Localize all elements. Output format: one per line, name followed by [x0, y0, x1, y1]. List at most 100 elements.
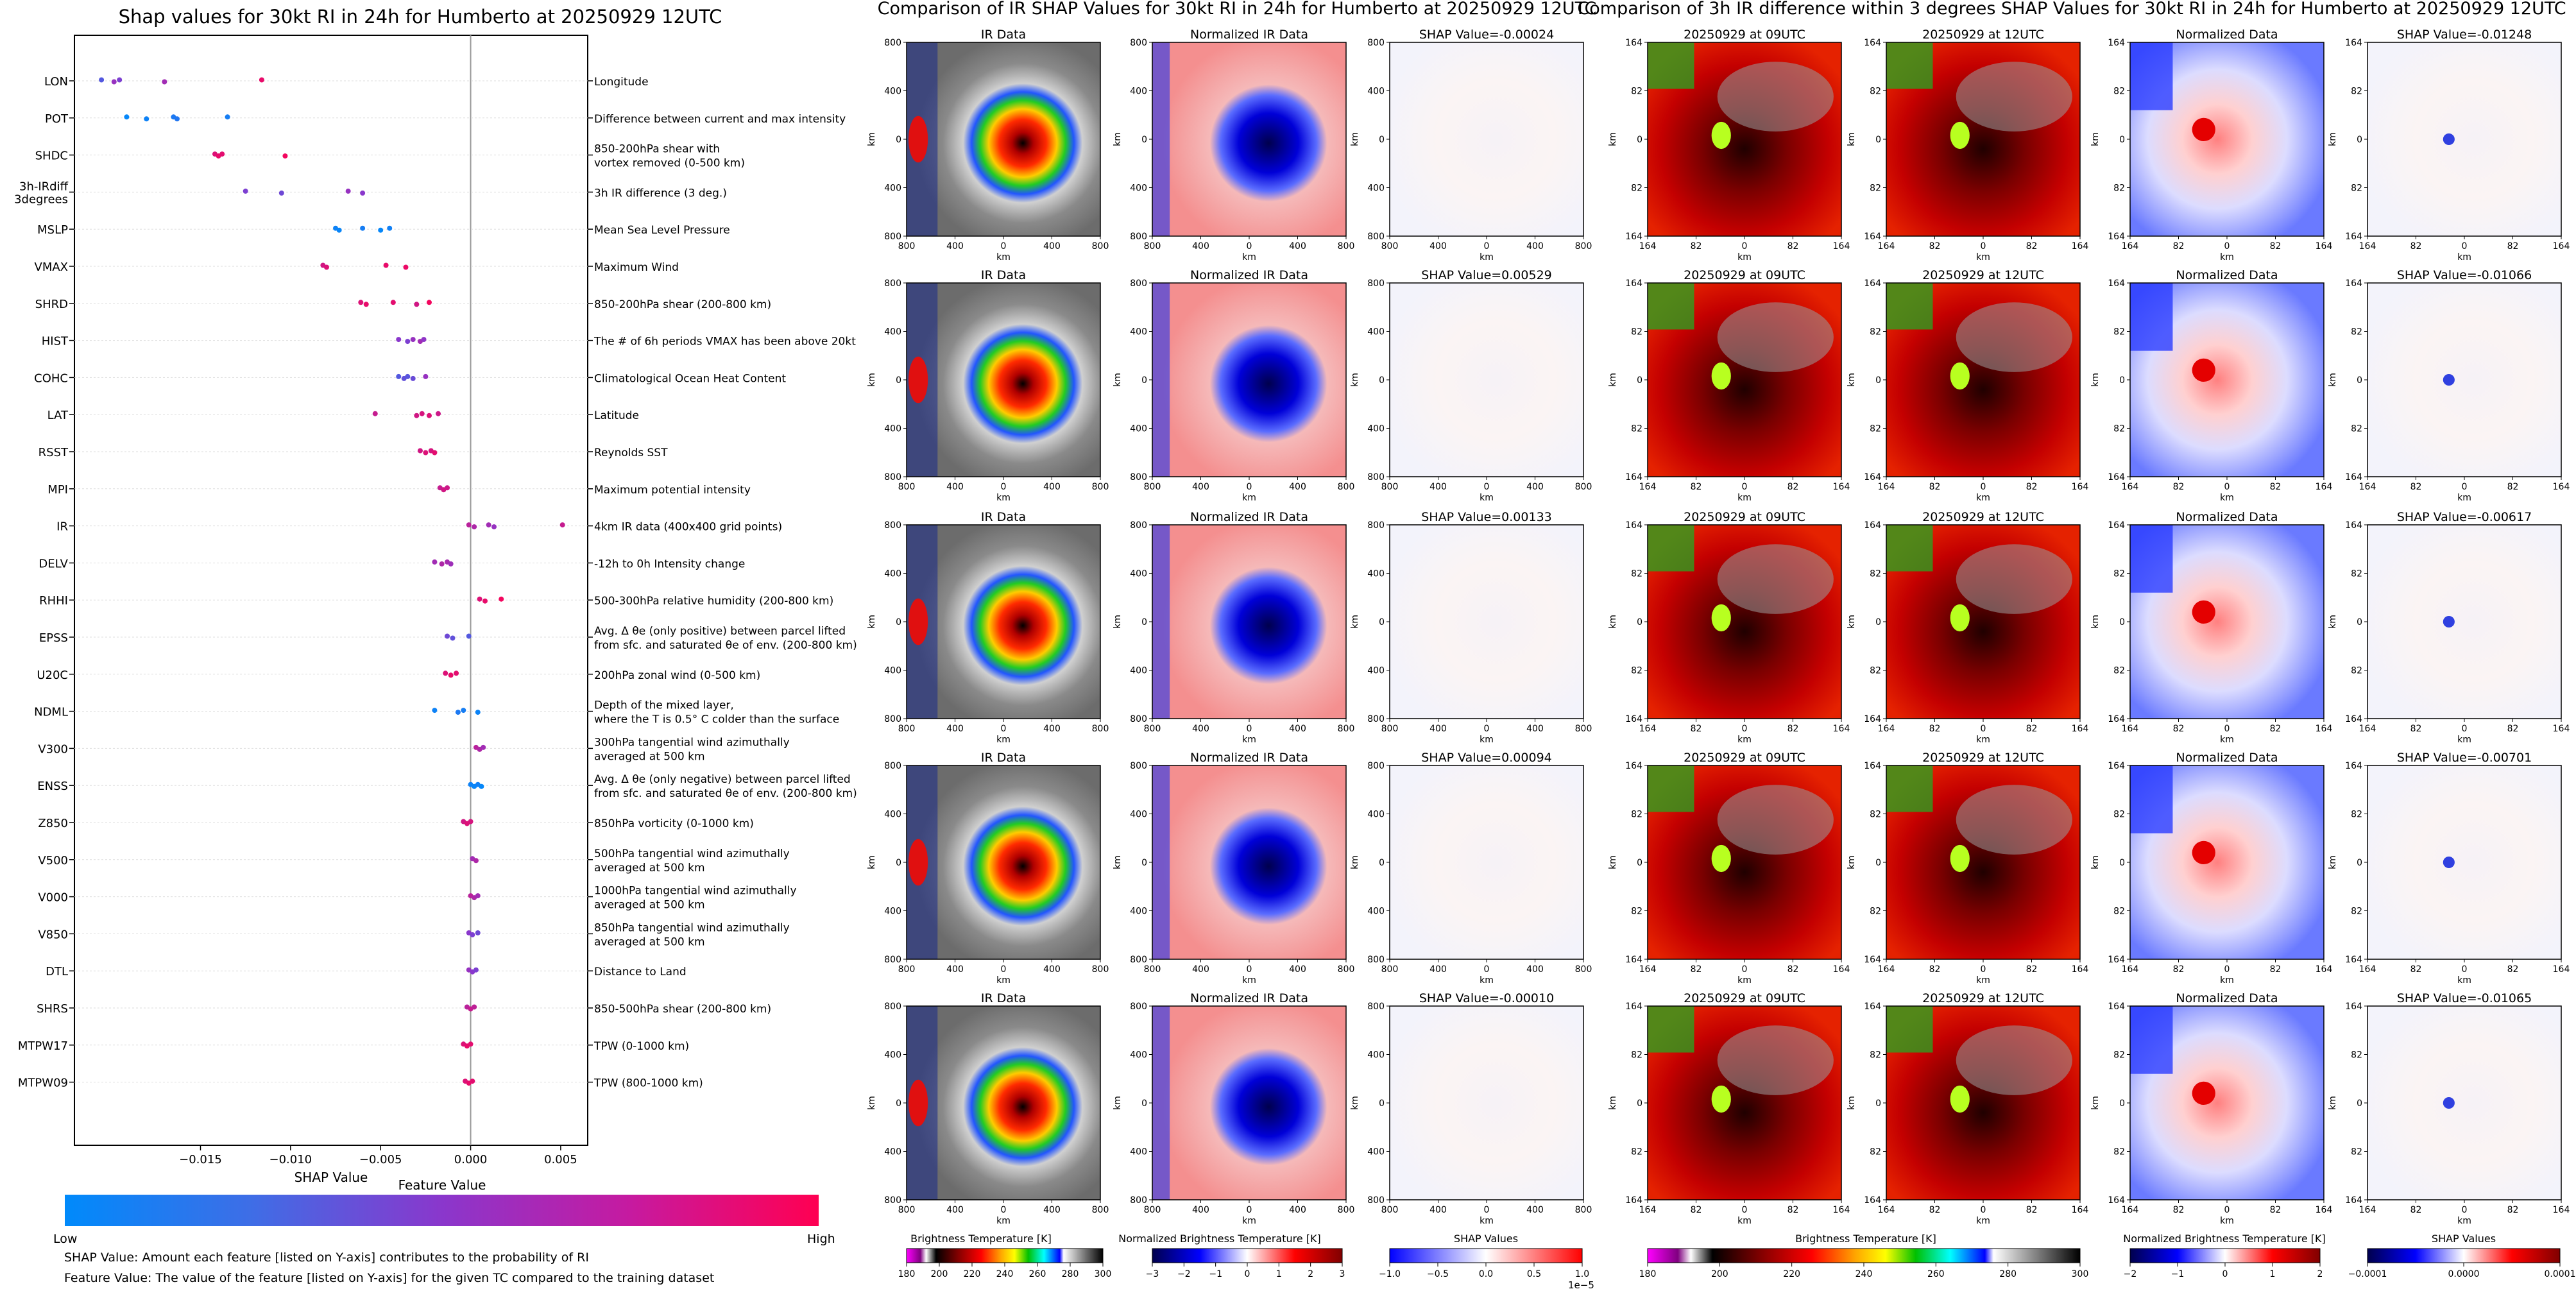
- y-tick-label: 164: [2345, 232, 2362, 242]
- y-tick-label: 800: [1130, 1195, 1147, 1206]
- x-tick-label: 0: [1484, 724, 1490, 734]
- y-tick-label: 0: [1141, 617, 1147, 627]
- colorbar-tick-label: 180: [1639, 1269, 1657, 1279]
- feature-row: SHRD 850-200hPa shear (200-800 km): [35, 298, 771, 311]
- panel-feature: [1950, 844, 1970, 873]
- y-axis-label: km: [867, 132, 877, 146]
- y-tick-label: 800: [1130, 278, 1147, 289]
- feature-description: averaged at 500 km: [594, 899, 705, 912]
- map-panel: SHAP Value=-0.01066164164828200828216416…: [2328, 268, 2570, 503]
- y-tick-label: 800: [884, 955, 901, 965]
- panel-title: SHAP Value=-0.00024: [1419, 28, 1554, 42]
- panel-feature: [1886, 765, 1933, 812]
- x-tick-label: 82: [2410, 724, 2422, 734]
- shap-point: [482, 598, 488, 604]
- colorbar-tick-label: 0.5: [1527, 1269, 1541, 1279]
- x-tick-label: 164: [2359, 241, 2376, 252]
- x-tick-label: 82: [2507, 724, 2519, 734]
- shap-point: [421, 337, 427, 343]
- y-tick-label: 82: [2113, 184, 2125, 194]
- panel-feature: [1956, 62, 2072, 132]
- y-tick-label: 0: [2357, 375, 2362, 386]
- y-tick-label: 164: [1625, 278, 1642, 289]
- shap-point: [419, 411, 425, 416]
- y-tick-label: 0: [1637, 617, 1642, 627]
- y-tick-label: 800: [1130, 714, 1147, 724]
- y-tick-label: 164: [2108, 232, 2125, 242]
- panel-feature: [2192, 1081, 2215, 1105]
- x-tick-label: 82: [1929, 964, 1941, 975]
- colorbar-tick-label: 1.0: [1575, 1269, 1589, 1279]
- feature-row: RSST Reynolds SST: [38, 446, 668, 459]
- y-tick-label: 164: [1864, 1002, 1881, 1012]
- colorbar-tick-label: 280: [1999, 1269, 2017, 1279]
- x-tick-label: 164: [2553, 1205, 2570, 1215]
- colorbar-tick-label: 2: [1308, 1269, 1313, 1279]
- y-tick-label: 400: [1367, 569, 1385, 579]
- x-tick-label: 800: [1092, 1205, 1109, 1215]
- x-tick-label: 800: [898, 241, 916, 252]
- diff-shap-colorbar-ticks: −0.0001 0.0000 0.0001: [2348, 1263, 2576, 1279]
- feature-row: V300 300hPa tangential wind azimuthallyav…: [38, 736, 789, 763]
- y-axis-label: km: [1350, 373, 1360, 387]
- y-tick-label: 800: [884, 1002, 901, 1012]
- shap-point: [162, 79, 167, 85]
- shap-point: [443, 670, 448, 676]
- x-axis-label: km: [2457, 735, 2471, 745]
- x-tick-label: 164: [2072, 964, 2089, 975]
- x-axis-label: km: [996, 1216, 1011, 1226]
- y-tick-label: 82: [1870, 810, 1881, 820]
- panel-title: 20250929 at 09UTC: [1684, 991, 1805, 1005]
- x-tick-label: 0: [2224, 482, 2230, 492]
- x-tick-label: 0: [2224, 241, 2230, 252]
- x-tick-label: 164: [2122, 724, 2139, 734]
- panel-feature: [1711, 362, 1731, 390]
- y-tick-label: 0: [2119, 375, 2125, 386]
- x-tick-label: 82: [2507, 964, 2519, 975]
- x-axis-label: km: [1242, 1216, 1256, 1226]
- x-tick-label: 0: [1742, 964, 1748, 975]
- x-tick-label: 800: [1575, 724, 1592, 734]
- panel-feature: [1648, 525, 1694, 572]
- y-axis-label: km: [2328, 855, 2338, 869]
- shap-point: [473, 967, 479, 973]
- x-tick-label: 82: [1929, 1205, 1941, 1215]
- shap-point: [99, 77, 105, 83]
- x-tick-label: 400: [1192, 964, 1209, 975]
- y-tick-label: 164: [1864, 1195, 1881, 1206]
- x-tick-label: 0: [1742, 1205, 1748, 1215]
- x-tick-label: 400: [1043, 482, 1061, 492]
- x-axis-label: km: [2220, 975, 2234, 986]
- y-tick-label: 800: [1367, 520, 1385, 531]
- panel-land-strip: [1152, 1006, 1170, 1200]
- panel-feature: [2443, 856, 2455, 869]
- colorbar-tick-label: 240: [1855, 1269, 1873, 1279]
- x-tick-label: 164: [1833, 724, 1850, 734]
- x-tick-label: 164: [2359, 724, 2376, 734]
- x-tick-label: 400: [1429, 482, 1447, 492]
- feature-code-label: Z850: [38, 817, 68, 830]
- feature-description: averaged at 500 km: [594, 862, 705, 875]
- feature-row: MPI Maximum potential intensity: [47, 483, 751, 497]
- y-tick-label: 164: [2108, 761, 2125, 771]
- panel-title: Normalized IR Data: [1190, 991, 1308, 1005]
- x-tick-label: 0: [1981, 482, 1986, 492]
- colorbar-tick-label: 200: [931, 1269, 948, 1279]
- shap-point: [282, 153, 288, 159]
- panel-feature: [2130, 765, 2173, 833]
- x-tick-label: 164: [2072, 1205, 2089, 1215]
- y-axis-label: km: [2328, 615, 2338, 629]
- panel-image: [907, 283, 1100, 477]
- y-tick-label: 800: [1367, 714, 1385, 724]
- y-tick-label: 82: [1631, 87, 1642, 97]
- feature-row: SHRS 850-500hPa shear (200-800 km): [37, 1002, 771, 1016]
- x-axis-label: km: [2457, 493, 2471, 503]
- x-tick-label: 400: [1526, 724, 1544, 734]
- x-tick-label: 0: [1484, 241, 1490, 252]
- map-panel: 20250929 at 12UTC1641648282008282164164k…: [1847, 991, 2088, 1226]
- panel-image: [2367, 42, 2561, 236]
- panel-land-strip: [1152, 42, 1170, 236]
- shap-point: [417, 448, 423, 454]
- y-tick-label: 0: [1875, 135, 1881, 145]
- y-tick-label: 400: [1130, 569, 1147, 579]
